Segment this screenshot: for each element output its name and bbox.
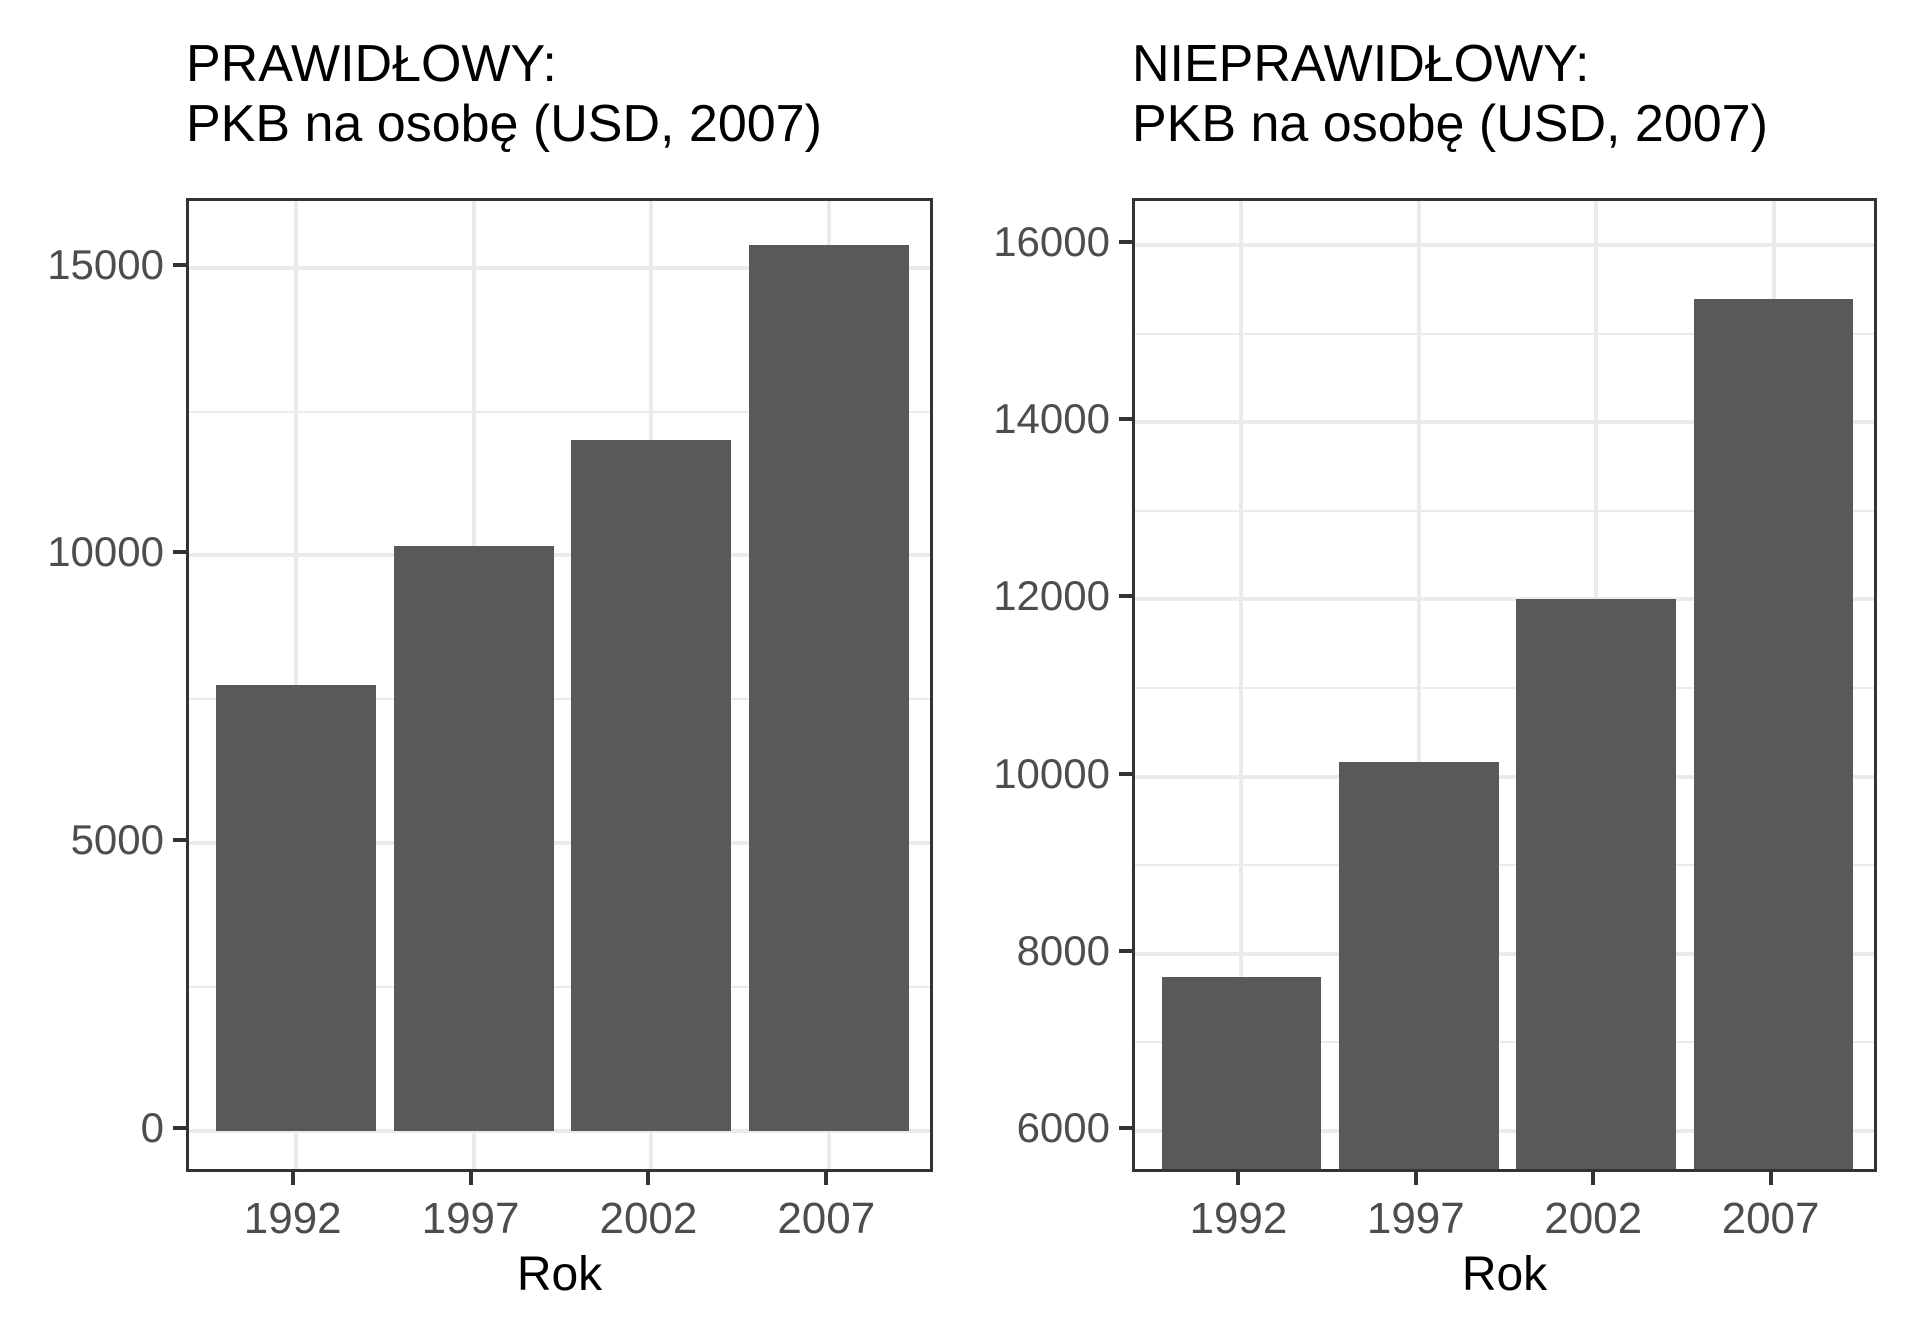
y-tick-mark: [173, 262, 186, 267]
plot-panel: [186, 198, 933, 1172]
chart-title-line2: PKB na osobę (USD, 2007): [186, 95, 822, 153]
y-major-gridline: [1135, 597, 1874, 602]
chart-title: PRAWIDŁOWY: PKB na osobę (USD, 2007): [186, 34, 822, 154]
chart-title: NIEPRAWIDŁOWY: PKB na osobę (USD, 2007): [1132, 34, 1768, 154]
x-gridline: [1239, 201, 1244, 1169]
y-major-gridline: [189, 841, 930, 846]
y-tick-mark: [1119, 417, 1132, 422]
y-tick-mark: [1119, 594, 1132, 599]
y-minor-gridline: [189, 410, 930, 413]
y-tick-label: 10000: [993, 749, 1110, 797]
bar-1992: [1161, 976, 1322, 1169]
y-major-gridline: [1135, 951, 1874, 956]
chart-title-line1: NIEPRAWIDŁOWY:: [1132, 35, 1590, 93]
y-tick-mark: [1119, 240, 1132, 245]
bar-2007: [749, 245, 910, 1131]
x-tick-mark: [646, 1172, 651, 1185]
x-tick-label: 1992: [1189, 1194, 1288, 1243]
x-axis-title: Rok: [1461, 1248, 1548, 1301]
y-tick-label: 8000: [1016, 926, 1110, 974]
x-gridline: [293, 201, 298, 1169]
chart-title-line1: PRAWIDŁOWY:: [186, 35, 557, 93]
chart-incorrect: NIEPRAWIDŁOWY: PKB na osobę (USD, 2007) …: [960, 0, 1920, 1344]
x-tick-label: 1997: [1366, 1194, 1465, 1243]
y-minor-gridline: [1135, 509, 1874, 512]
y-major-gridline: [1135, 1128, 1874, 1133]
bar-2002: [1516, 599, 1676, 1169]
y-major-gridline: [1135, 420, 1874, 425]
bar-2002: [571, 440, 732, 1131]
y-minor-gridline: [1135, 1041, 1874, 1044]
x-tick-label: 2002: [599, 1194, 698, 1243]
x-tick-label: 2002: [1544, 1194, 1643, 1243]
y-tick-label: 5000: [70, 816, 164, 864]
y-tick-mark: [173, 838, 186, 843]
y-minor-gridline: [189, 985, 930, 988]
plot-panel: [1132, 198, 1877, 1172]
y-tick-label: 6000: [1016, 1103, 1110, 1151]
y-tick-mark: [1119, 771, 1132, 776]
x-axis-title: Rok: [516, 1248, 603, 1301]
y-major-gridline: [189, 265, 930, 270]
bar-1992: [215, 685, 376, 1131]
y-tick-label: 16000: [993, 218, 1110, 266]
x-gridline: [1416, 201, 1421, 1169]
y-tick-label: 14000: [993, 395, 1110, 443]
chart-title-line2: PKB na osobę (USD, 2007): [1132, 95, 1768, 153]
chart-correct: PRAWIDŁOWY: PKB na osobę (USD, 2007) Rok…: [47, 34, 933, 1301]
x-tick-mark: [1591, 1172, 1596, 1185]
y-tick-label: 10000: [47, 528, 164, 576]
x-tick-label: 2007: [1721, 1194, 1820, 1243]
y-tick-mark: [173, 550, 186, 555]
y-minor-gridline: [1135, 332, 1874, 335]
x-tick-mark: [468, 1172, 473, 1185]
x-tick-label: 1992: [243, 1194, 342, 1243]
y-major-gridline: [1135, 774, 1874, 779]
y-tick-label: 12000: [993, 572, 1110, 620]
x-tick-mark: [1413, 1172, 1418, 1185]
y-tick-mark: [1119, 1125, 1132, 1130]
y-minor-gridline: [189, 698, 930, 701]
y-tick-mark: [173, 1125, 186, 1130]
y-minor-gridline: [1135, 864, 1874, 867]
x-tick-mark: [290, 1172, 295, 1185]
y-major-gridline: [189, 553, 930, 558]
y-tick-label: 0: [140, 1103, 164, 1151]
x-tick-mark: [1236, 1172, 1241, 1185]
y-tick-mark: [1119, 948, 1132, 953]
x-tick-label: 1997: [421, 1194, 520, 1243]
bar-1997: [1338, 762, 1499, 1169]
bar-1997: [393, 546, 554, 1131]
y-major-gridline: [189, 1128, 930, 1133]
x-tick-label: 2007: [777, 1194, 876, 1243]
x-tick-mark: [1768, 1172, 1773, 1185]
y-major-gridline: [1135, 243, 1874, 248]
x-tick-mark: [824, 1172, 829, 1185]
bar-2007: [1693, 299, 1854, 1169]
y-minor-gridline: [1135, 687, 1874, 689]
y-tick-label: 15000: [47, 240, 164, 288]
